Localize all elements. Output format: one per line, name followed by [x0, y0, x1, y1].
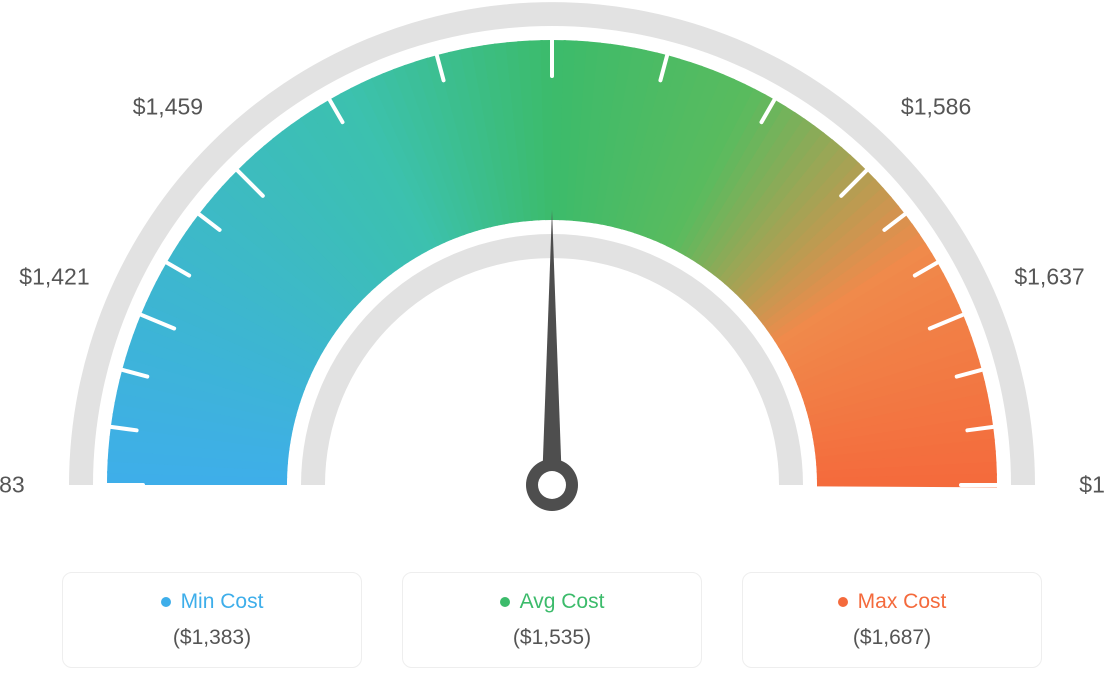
legend-row: Min Cost ($1,383) Avg Cost ($1,535) Max Cost…	[62, 572, 1042, 668]
legend-label: Avg Cost	[520, 590, 605, 614]
gauge-tick-label: $1,421	[19, 263, 89, 290]
legend-dot-icon	[161, 597, 171, 607]
legend-dot-icon	[500, 597, 510, 607]
gauge-tick-label: $1,637	[1014, 263, 1084, 290]
legend-card: Max Cost ($1,687)	[742, 572, 1042, 668]
cost-gauge: $1,383$1,421$1,459$1,535$1,586$1,637$1,6…	[0, 0, 1104, 560]
legend-value: ($1,383)	[173, 626, 251, 650]
gauge-tick-label: $1,687	[1079, 472, 1104, 499]
legend-label: Max Cost	[858, 590, 947, 614]
legend-value: ($1,687)	[853, 626, 931, 650]
gauge-tick-label: $1,383	[0, 472, 25, 499]
legend-card: Min Cost ($1,383)	[62, 572, 362, 668]
gauge-tick-label: $1,586	[901, 93, 971, 120]
legend-label: Min Cost	[181, 590, 264, 614]
legend-dot-icon	[838, 597, 848, 607]
legend-card: Avg Cost ($1,535)	[402, 572, 702, 668]
gauge-tick-label: $1,459	[133, 93, 203, 120]
legend-title: Avg Cost	[500, 590, 605, 614]
legend-value: ($1,535)	[513, 626, 591, 650]
legend-title: Min Cost	[161, 590, 264, 614]
legend-title: Max Cost	[838, 590, 947, 614]
